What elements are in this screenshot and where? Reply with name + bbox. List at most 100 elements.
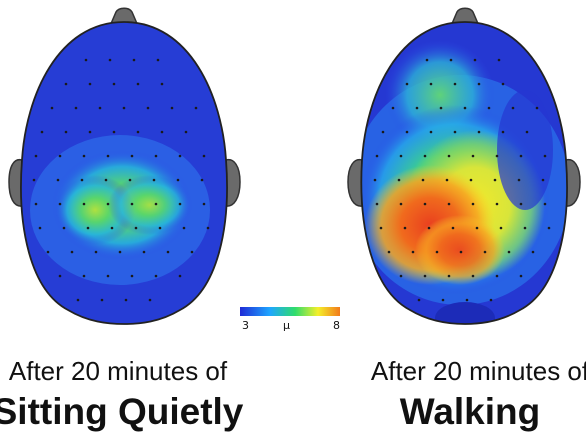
electrode-dot — [62, 226, 66, 230]
color-scale-bar — [240, 307, 340, 316]
electrode-dot — [82, 202, 86, 206]
electrode-dot — [32, 178, 36, 182]
electrode-dot — [449, 58, 453, 62]
electrode-dot — [391, 106, 395, 110]
caption-left-line1: After 20 minutes of — [8, 356, 228, 386]
electrode-dot — [519, 202, 523, 206]
scale-unit-label: μ — [283, 319, 290, 332]
electrode-dot — [40, 130, 44, 134]
electrode-dot — [381, 130, 385, 134]
electrode-dot — [206, 226, 210, 230]
electrode-dot — [493, 178, 497, 182]
electrode-dot — [547, 226, 551, 230]
electrode-dot — [146, 106, 150, 110]
electrode-dot — [531, 250, 535, 254]
electrode-dot — [64, 82, 68, 86]
electrode-dot — [423, 202, 427, 206]
electrode-dot — [423, 154, 427, 158]
electrode-dot — [497, 58, 501, 62]
electrode-dot — [373, 178, 377, 182]
caption-right-line1: After 20 minutes of — [370, 356, 586, 386]
electrode-dot — [375, 202, 379, 206]
color-scale — [240, 307, 340, 316]
electrode-dot — [74, 106, 78, 110]
electrode-dot — [100, 298, 104, 302]
electrode-dot — [387, 250, 391, 254]
electrode-dot — [525, 130, 529, 134]
electrode-dot — [104, 178, 108, 182]
electrode-dot — [517, 178, 521, 182]
electrode-dot — [495, 154, 499, 158]
electrode-dot — [453, 82, 457, 86]
electrode-dot — [501, 130, 505, 134]
caption-left-line2: Sitting Quietly — [0, 391, 244, 432]
electrode-dot — [130, 274, 134, 278]
electrode-dot — [541, 178, 545, 182]
electrode-dot — [110, 226, 114, 230]
electrode-dot — [397, 178, 401, 182]
electrode-dot — [200, 178, 204, 182]
electrode-dot — [399, 202, 403, 206]
electrode-dot — [166, 250, 170, 254]
electrode-dot — [421, 178, 425, 182]
electrode-dot — [471, 154, 475, 158]
electrode-dot — [94, 250, 98, 254]
electrode-dot — [156, 58, 160, 62]
electrode-dot — [64, 130, 68, 134]
electrode-dot — [459, 250, 463, 254]
electrode-dot — [403, 226, 407, 230]
electrode-dot — [535, 106, 539, 110]
electrode-dot — [190, 250, 194, 254]
electrode-dot — [202, 202, 206, 206]
electrode-dot — [447, 202, 451, 206]
electrode-dot — [194, 106, 198, 110]
electrode-dot — [429, 130, 433, 134]
electrode-dot — [178, 154, 182, 158]
electrode-dot — [58, 154, 62, 158]
electrode-dot — [142, 250, 146, 254]
electrode-dot — [184, 130, 188, 134]
electrode-dot — [82, 154, 86, 158]
electrode-dot — [465, 298, 469, 302]
electrode-dot — [154, 274, 158, 278]
electrode-dot — [50, 106, 54, 110]
electrode-dot — [405, 82, 409, 86]
electrode-dot — [469, 178, 473, 182]
electrode-dot — [453, 130, 457, 134]
electrode-dot — [495, 202, 499, 206]
electrode-dot — [82, 274, 86, 278]
electrode-dot — [543, 154, 547, 158]
electrode-dot — [154, 202, 158, 206]
electrode-dot — [56, 178, 60, 182]
electrode-dot — [80, 178, 84, 182]
electrode-dot — [178, 274, 182, 278]
electrode-dot — [473, 58, 477, 62]
electrode-dot — [543, 202, 547, 206]
electrode-dot — [148, 298, 152, 302]
electrode-dot — [435, 250, 439, 254]
electrode-dot — [447, 154, 451, 158]
electrode-dot — [38, 226, 42, 230]
electrode-dot — [411, 250, 415, 254]
scale-min-label: 3 — [242, 319, 249, 332]
electrode-dot — [499, 226, 503, 230]
electrode-dot — [34, 154, 38, 158]
electrode-dot — [158, 226, 162, 230]
caption-right-line2: Walking — [399, 391, 541, 432]
electrode-dot — [88, 82, 92, 86]
electrode-dot — [405, 130, 409, 134]
electrode-dot — [471, 202, 475, 206]
electrode-dot — [417, 298, 421, 302]
electrode-dot — [487, 106, 491, 110]
electrode-dot — [519, 274, 523, 278]
electrode-dot — [112, 82, 116, 86]
electrode-dot — [130, 202, 134, 206]
electrode-dot — [523, 226, 527, 230]
electrode-dot — [132, 58, 136, 62]
electrode-dot — [519, 154, 523, 158]
electrode-dot — [507, 250, 511, 254]
electrode-dot — [471, 274, 475, 278]
electrode-dot — [58, 202, 62, 206]
electrode-dot — [202, 154, 206, 158]
